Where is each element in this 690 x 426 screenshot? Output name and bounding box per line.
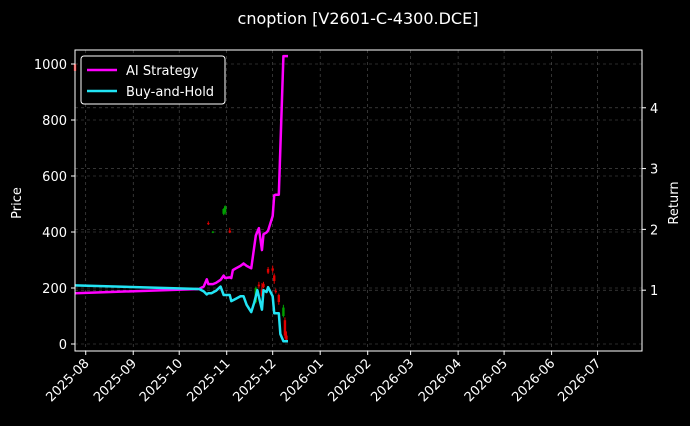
chart-title: cnoption [V2601-C-4300.DCE] <box>238 9 479 28</box>
plot-frame <box>74 49 643 352</box>
grid-layer <box>75 50 642 351</box>
y-tick-label: 600 <box>42 170 67 185</box>
legend-label-buy-and-hold: Buy-and-Hold <box>126 85 214 100</box>
y-tick-label: 800 <box>42 114 67 129</box>
candle-body <box>211 231 215 233</box>
series-line-buy-and-hold <box>74 284 289 343</box>
y-axis-title: Price <box>10 187 25 219</box>
candle-body <box>207 223 210 225</box>
candle-body <box>282 307 285 316</box>
y2-tick-label: 4 <box>650 102 658 117</box>
candle-body <box>257 284 261 287</box>
series-layer <box>74 54 289 343</box>
candle-body <box>223 206 227 213</box>
candle-body <box>273 275 276 281</box>
y2-tick-label: 3 <box>650 163 658 178</box>
candle-body <box>266 268 270 273</box>
series-line-ai-strategy <box>74 54 289 295</box>
legend-label-ai-strategy: AI Strategy <box>126 64 199 79</box>
y2-tick-label: 1 <box>650 284 658 299</box>
y-tick-layer: 0 200 400 600 800 1000 <box>34 58 75 353</box>
y-tick-label: 0 <box>59 338 67 353</box>
legend: AI Strategy Buy-and-Hold <box>80 55 226 105</box>
y2-tick-label: 2 <box>650 223 658 238</box>
y-tick-label: 400 <box>42 226 67 241</box>
candle-body <box>271 268 274 271</box>
candle-body <box>283 320 287 336</box>
candle-body <box>222 209 225 214</box>
candle-body <box>277 295 281 302</box>
candle-body <box>260 289 264 296</box>
y2-tick-layer: 1 2 3 4 <box>642 102 658 299</box>
y2-axis-title: Return <box>667 181 682 224</box>
candle-body <box>228 230 231 233</box>
y-tick-label: 1000 <box>34 58 67 73</box>
candle-body <box>285 335 288 340</box>
candle-body <box>274 290 277 293</box>
y-tick-label: 200 <box>42 282 67 297</box>
candle-body <box>262 283 265 288</box>
